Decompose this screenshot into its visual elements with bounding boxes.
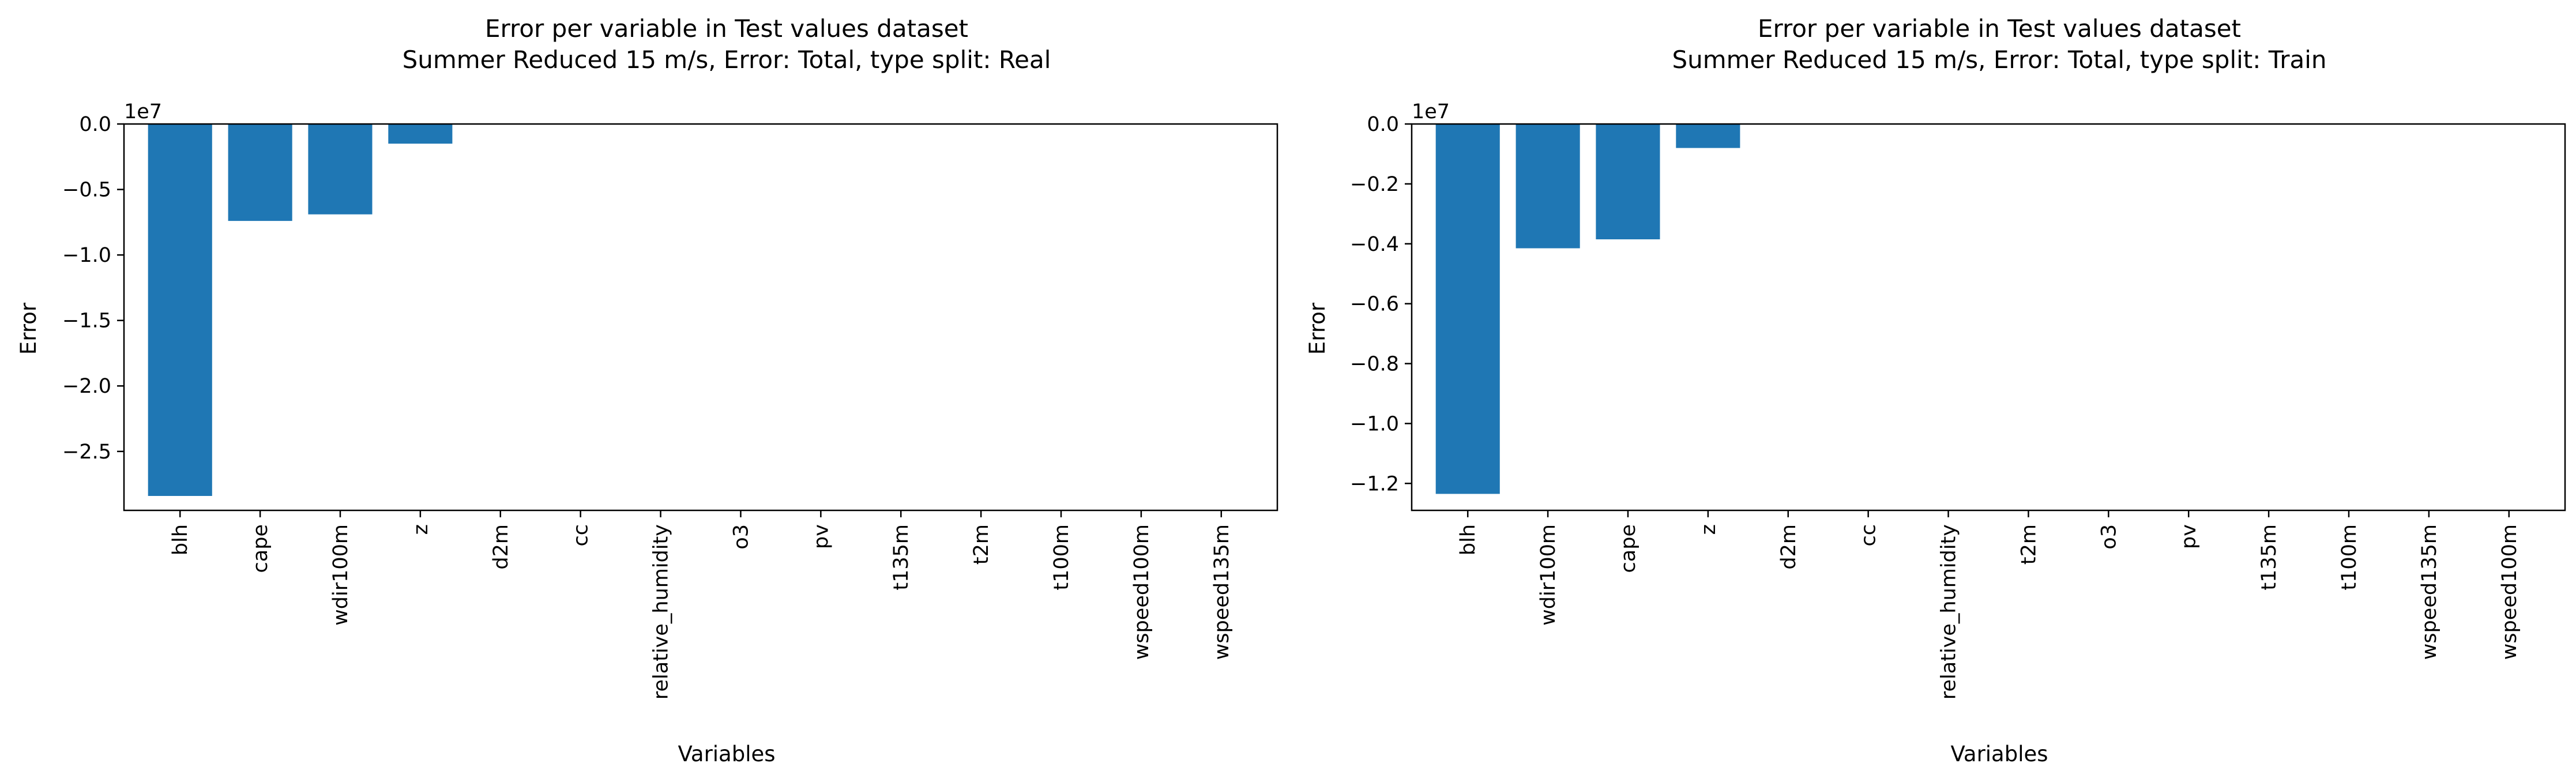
chart-subtitle: Summer Reduced 15 m/s, Error: Total, typ… (403, 46, 1051, 74)
bar-z (388, 124, 453, 144)
y-axis-label: Error (16, 302, 41, 355)
x-tick-label: relative_humidity (1938, 524, 1961, 700)
y-offset-label: 1e7 (124, 100, 162, 123)
bar-blh (148, 124, 212, 496)
y-tick-label: −1.0 (1350, 412, 1399, 435)
x-tick-label: o3 (2097, 524, 2120, 550)
bars (1435, 124, 1740, 494)
x-tick-label: t2m (2017, 524, 2040, 565)
y-tick-label: −1.2 (1350, 472, 1399, 495)
x-tick-label: o3 (729, 524, 753, 550)
x-tick-label: wspeed100m (2498, 524, 2521, 660)
chart-title: Error per variable in Test values datase… (1758, 14, 2241, 43)
bar-z (1676, 124, 1740, 148)
x-tick-label: t135m (2258, 524, 2281, 591)
y-tick-label: 0.0 (79, 113, 111, 136)
x-tick-label: relative_humidity (650, 524, 673, 700)
x-axis-label: Variables (678, 742, 775, 766)
x-tick-label: t135m (890, 524, 913, 591)
bar-blh (1435, 124, 1500, 494)
y-tick-label: −0.2 (1350, 173, 1399, 196)
x-tick-label: z (409, 524, 433, 535)
x-tick-label: t2m (970, 524, 993, 565)
x-ticks: blh cape wdir100m z d2m cc relative_humidity o3… (169, 510, 1234, 700)
x-tick-label: pv (2178, 524, 2201, 549)
chart-panel-real: Error per variable in Test values datase… (16, 14, 1278, 766)
x-tick-label: cape (1617, 524, 1640, 573)
y-offset-label: 1e7 (1412, 100, 1450, 123)
x-tick-label: wspeed135m (1210, 524, 1234, 660)
x-tick-label: cc (1857, 524, 1881, 547)
y-tick-label: −2.0 (62, 375, 111, 398)
chart-subtitle: Summer Reduced 15 m/s, Error: Total, typ… (1672, 46, 2326, 74)
chart-panel-train: Error per variable in Test values datase… (1305, 14, 2566, 766)
bar-wdir100m (1515, 124, 1580, 249)
x-tick-label: wspeed135m (2418, 524, 2441, 660)
x-tick-label: t100m (1050, 524, 1073, 591)
x-tick-label: cape (249, 524, 272, 573)
x-tick-label: t100m (2338, 524, 2361, 591)
y-tick-label: −0.4 (1350, 233, 1399, 256)
y-tick-label: −2.5 (62, 441, 111, 464)
x-axis-label: Variables (1950, 742, 2048, 766)
bar-cape (228, 124, 292, 221)
x-ticks: blh wdir100m cape z d2m cc relative_humidity t2… (1457, 510, 2521, 700)
y-tick-label: −1.0 (62, 244, 111, 267)
bar-cape (1596, 124, 1660, 239)
x-tick-label: pv (810, 524, 833, 549)
x-tick-label: blh (1457, 524, 1480, 555)
x-tick-label: blh (169, 524, 192, 555)
bars (148, 124, 453, 496)
y-tick-label: −1.5 (62, 310, 111, 333)
x-tick-label: wspeed100m (1130, 524, 1153, 660)
x-tick-label: wdir100m (329, 524, 352, 626)
y-ticks: 0.0 −0.5 −1.0 −1.5 −2.0 −2.5 (62, 113, 124, 464)
y-tick-label: 0.0 (1367, 113, 1399, 136)
plot-frame (1411, 123, 2566, 512)
x-tick-label: d2m (1777, 524, 1800, 570)
y-ticks: 0.0 −0.2 −0.4 −0.6 −0.8 −1.0 −1.2 (1350, 113, 1412, 495)
chart-title: Error per variable in Test values datase… (485, 14, 968, 43)
y-tick-label: −0.6 (1350, 293, 1399, 316)
x-tick-label: cc (570, 524, 593, 547)
x-tick-label: d2m (490, 524, 513, 570)
plot-frame (123, 123, 1278, 512)
x-tick-label: wdir100m (1537, 524, 1560, 626)
y-axis-label: Error (1305, 302, 1330, 355)
y-tick-label: −0.5 (62, 179, 111, 202)
y-tick-label: −0.8 (1350, 353, 1399, 376)
bar-wdir100m (308, 124, 373, 215)
x-tick-label: z (1697, 524, 1720, 535)
